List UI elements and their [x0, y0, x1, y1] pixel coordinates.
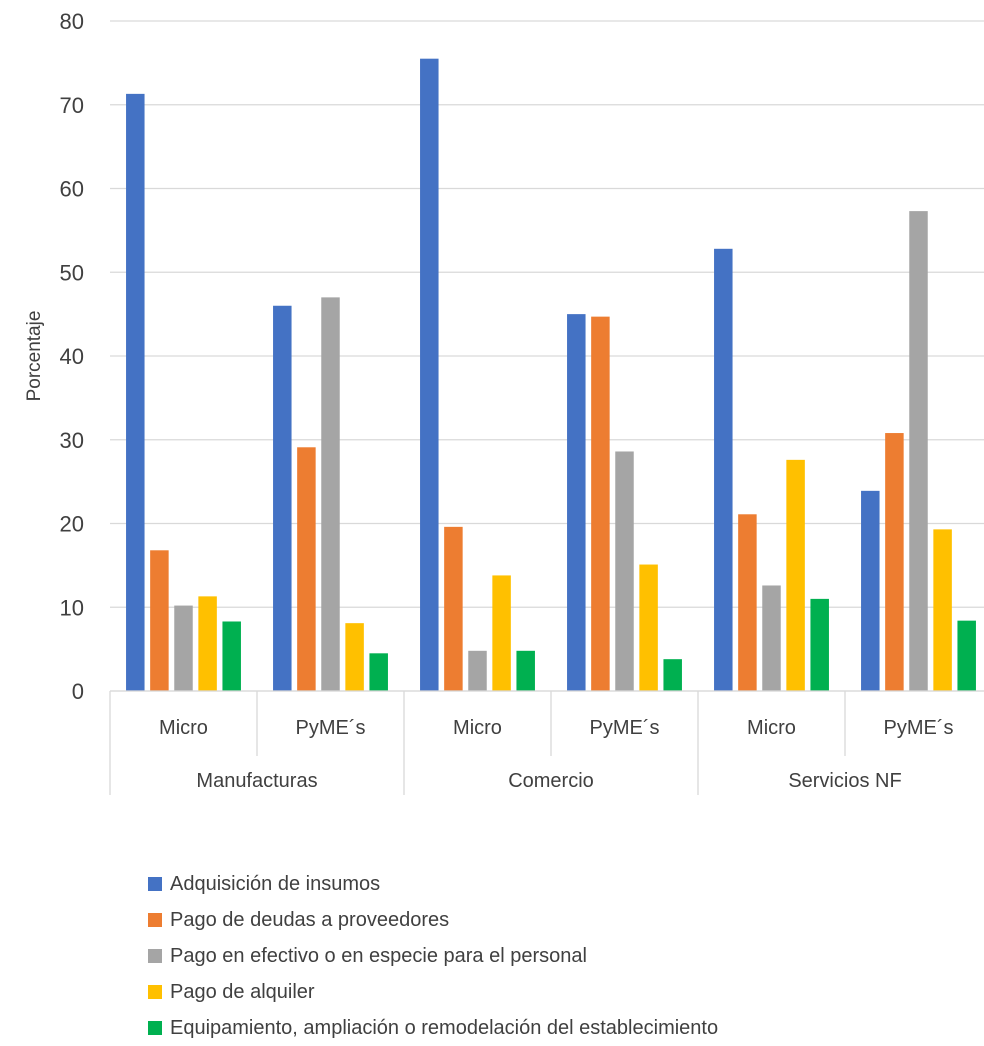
bar	[222, 621, 241, 691]
x-tick-label: PyME´s	[296, 717, 366, 739]
bar	[762, 585, 781, 691]
bar	[639, 564, 658, 691]
bar	[957, 620, 976, 691]
y-tick-label: 10	[60, 595, 84, 620]
bar	[615, 451, 634, 691]
legend-label: Adquisición de insumos	[170, 872, 381, 895]
bar	[468, 650, 487, 691]
bar	[861, 490, 880, 691]
legend-swatch	[148, 1021, 162, 1035]
y-tick-label: 70	[60, 93, 84, 118]
legend-label: Pago de alquiler	[170, 980, 315, 1003]
bar	[369, 653, 388, 691]
y-tick-label: 80	[60, 9, 84, 34]
group-label: Servicios NF	[788, 770, 901, 792]
bar	[420, 58, 439, 691]
y-axis-label: Porcentaje	[24, 311, 45, 402]
bar	[714, 248, 733, 692]
bar	[738, 514, 757, 691]
bars	[126, 58, 976, 692]
bar	[885, 433, 904, 691]
group-label: Manufacturas	[196, 770, 317, 792]
bar	[663, 659, 682, 691]
legend-label: Equipamiento, ampliación o remodelación …	[170, 1016, 719, 1039]
legend-swatch	[148, 913, 162, 927]
y-tick-label: 30	[60, 428, 84, 453]
bar	[297, 447, 316, 691]
gridlines	[110, 20, 984, 692]
legend-swatch	[148, 877, 162, 891]
bar	[810, 598, 829, 691]
legend: Adquisición de insumos Pago de deudas a p…	[148, 866, 718, 1046]
y-tick-label: 40	[60, 344, 84, 369]
y-tick-label: 0	[72, 679, 84, 704]
bar	[174, 605, 193, 691]
legend-item: Equipamiento, ampliación o remodelación …	[148, 1010, 718, 1046]
bar	[516, 650, 535, 691]
y-tick-label: 50	[60, 260, 84, 285]
bar	[909, 211, 928, 692]
y-tick-label: 20	[60, 512, 84, 537]
legend-label: Pago de deudas a proveedores	[170, 908, 450, 931]
legend-swatch	[148, 985, 162, 999]
legend-item: Pago en efectivo o en especie para el pe…	[148, 938, 718, 974]
x-tick-label: Micro	[747, 717, 796, 739]
bar	[786, 459, 805, 691]
group-label: Comercio	[508, 770, 594, 792]
bar	[591, 316, 610, 691]
bar	[321, 297, 340, 691]
bar	[444, 526, 463, 691]
legend-swatch	[148, 949, 162, 963]
y-tick-label: 60	[60, 177, 84, 202]
bar	[273, 305, 292, 691]
bar-chart: 0 10 20 30 40 50 60 70 80 Micro PyME´s Micro PyME´s…	[24, 9, 984, 795]
x-tick-label: PyME´s	[590, 717, 660, 739]
legend-item: Pago de deudas a proveedores	[148, 902, 718, 938]
legend-item: Pago de alquiler	[148, 974, 718, 1010]
bar	[198, 596, 217, 691]
x-tick-label: Micro	[453, 717, 502, 739]
y-axis-ticks: 0 10 20 30 40 50 60 70 80	[60, 9, 84, 704]
legend-item: Adquisición de insumos	[148, 866, 718, 902]
bar	[567, 314, 586, 691]
bar	[345, 623, 364, 691]
bar	[933, 529, 952, 691]
bar	[150, 550, 169, 691]
category-axis: Micro PyME´s Micro PyME´s Micro PyME´s Manufac…	[109, 690, 984, 795]
x-tick-label: PyME´s	[884, 717, 954, 739]
bar	[492, 575, 511, 691]
legend-label: Pago en efectivo o en especie para el pe…	[170, 944, 587, 967]
x-tick-label: Micro	[159, 717, 208, 739]
bar	[126, 93, 145, 692]
